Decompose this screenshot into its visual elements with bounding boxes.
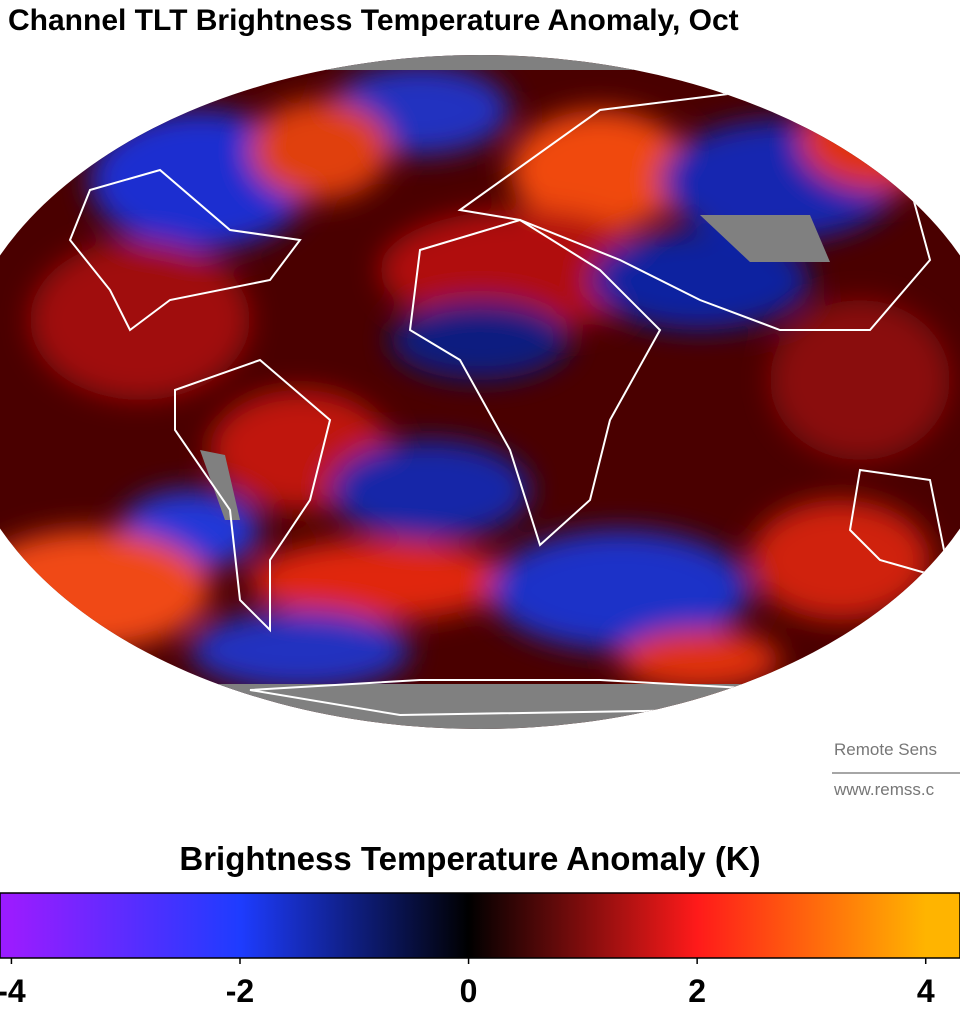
- credit-line: www.remss.c: [833, 780, 935, 799]
- anomaly-map: [0, 55, 960, 729]
- colorbar-tick-label: -2: [226, 973, 254, 1009]
- colorbar: [0, 892, 960, 959]
- colorbar-tick-label: 2: [688, 973, 706, 1009]
- colorbar-tick-label: 4: [917, 973, 935, 1009]
- credit-line: Remote Sens: [834, 740, 937, 759]
- colorbar-tick-label: -4: [0, 973, 26, 1009]
- colorbar-ticks: -4 -2 0 2 4: [0, 958, 935, 1009]
- colorbar-tick-label: 0: [460, 973, 478, 1009]
- map-title: Channel TLT Brightness Temperature Anoma…: [8, 4, 739, 37]
- colorbar-title: Brightness Temperature Anomaly (K): [179, 840, 760, 877]
